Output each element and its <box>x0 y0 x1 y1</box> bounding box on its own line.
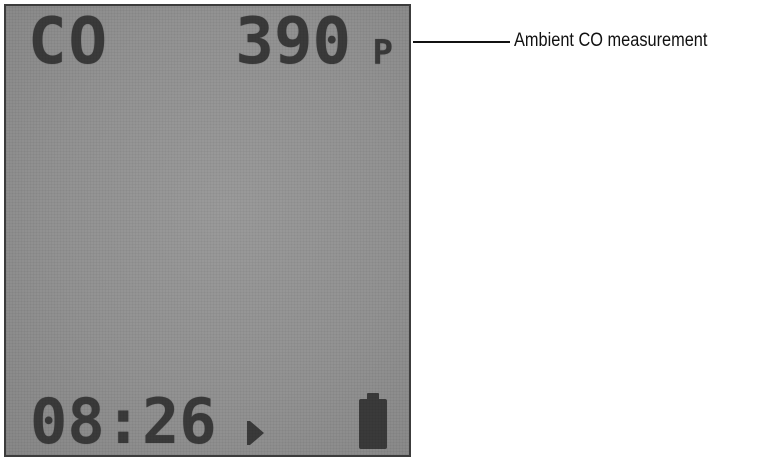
gas-name-label: CO <box>28 5 110 79</box>
callout-label: Ambient CO measurement <box>514 30 708 51</box>
play-indicator-icon <box>247 421 264 445</box>
gas-reading-unit: P <box>372 33 393 73</box>
callout-leader-line <box>413 41 510 43</box>
lcd-display: CO 390 P 08:26 <box>4 4 411 457</box>
gas-reading-value: 390 <box>235 5 351 79</box>
clock-time: 08:26 <box>30 385 217 457</box>
battery-full-icon <box>359 393 387 449</box>
